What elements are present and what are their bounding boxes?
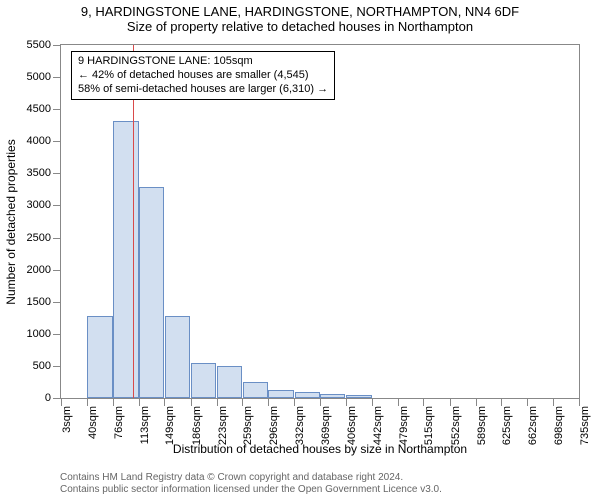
title-block: 9, HARDINGSTONE LANE, HARDINGSTONE, NORT… [0,0,600,34]
x-tick-label: 369sqm [320,406,332,445]
y-tick-label: 3000 [27,199,51,211]
x-tick-label: 552sqm [450,406,462,445]
x-tick-label: 515sqm [423,406,435,445]
y-tick [53,302,60,303]
x-tick-label: 589sqm [476,406,488,445]
y-tick [53,334,60,335]
x-tick [320,399,321,406]
x-tick [294,399,295,406]
annotation-box: 9 HARDINGSTONE LANE: 105sqm ← 42% of det… [71,51,335,100]
y-tick-label: 1000 [27,328,51,340]
x-tick-label: 662sqm [527,406,539,445]
y-tick [53,270,60,271]
x-tick-label: 76sqm [113,406,125,439]
x-tick-label: 223sqm [217,406,229,445]
y-tick-label: 2000 [27,264,51,276]
x-tick-label: 625sqm [501,406,513,445]
y-tick [53,238,60,239]
x-tick-label: 3sqm [61,406,73,433]
histogram-bar [320,394,345,398]
x-tick [191,399,192,406]
x-tick-label: 40sqm [87,406,99,439]
y-tick [53,77,60,78]
x-tick [501,399,502,406]
histogram-bar [346,395,371,398]
y-tick-label: 0 [45,392,51,404]
x-tick-label: 149sqm [164,406,176,445]
footer-text: Contains HM Land Registry data © Crown c… [60,472,442,496]
y-tick [53,205,60,206]
x-tick-label: 113sqm [139,406,151,444]
annotation-line-2: ← 42% of detached houses are smaller (4,… [78,69,328,83]
x-tick-label: 296sqm [268,406,280,445]
x-tick [242,399,243,406]
x-tick [217,399,218,406]
y-tick-label: 500 [33,360,51,372]
y-tick-label: 5000 [27,71,51,83]
x-tick [579,399,580,406]
y-tick [53,398,60,399]
x-tick [553,399,554,406]
y-tick-label: 3500 [27,167,51,179]
x-tick-label: 479sqm [398,406,410,445]
x-tick [476,399,477,406]
x-tick [346,399,347,406]
x-tick-label: 186sqm [191,406,203,445]
histogram-bar [268,390,293,398]
x-tick [527,399,528,406]
x-tick [164,399,165,406]
footer-line-1: Contains HM Land Registry data © Crown c… [60,472,442,484]
y-axis-label: Number of detached properties [4,139,18,304]
x-tick [423,399,424,406]
x-tick [139,399,140,406]
y-tick [53,45,60,46]
x-tick-label: 735sqm [579,406,591,445]
y-tick-label: 4000 [27,135,51,147]
x-tick [398,399,399,406]
main-title: 9, HARDINGSTONE LANE, HARDINGSTONE, NORT… [0,4,600,19]
x-tick-label: 332sqm [294,406,306,445]
x-tick-label: 406sqm [346,406,358,445]
x-tick [450,399,451,406]
x-tick [372,399,373,406]
histogram-bar [87,316,112,398]
y-tick-label: 5500 [27,39,51,51]
x-tick-label: 259sqm [242,406,254,445]
x-tick [61,399,62,406]
y-tick [53,366,60,367]
histogram-bar [165,316,190,398]
histogram-bar [191,363,216,398]
y-tick [53,109,60,110]
x-tick [113,399,114,406]
x-tick-label: 698sqm [553,406,565,445]
annotation-line-1: 9 HARDINGSTONE LANE: 105sqm [78,55,328,69]
x-tick [268,399,269,406]
y-tick [53,141,60,142]
histogram-bar [113,121,138,398]
histogram-bar [139,187,164,398]
x-tick [87,399,88,406]
histogram-bar [295,392,320,398]
y-tick-label: 2500 [27,232,51,244]
y-tick-label: 4500 [27,103,51,115]
y-tick [53,173,60,174]
subtitle: Size of property relative to detached ho… [0,19,600,34]
footer-line-2: Contains public sector information licen… [60,484,442,496]
histogram-bar [217,366,242,398]
annotation-line-3: 58% of semi-detached houses are larger (… [78,83,328,97]
histogram-bar [243,382,268,398]
chart-area: Number of detached properties Distributi… [60,44,580,399]
x-tick-label: 442sqm [372,406,384,445]
y-tick-label: 1500 [27,296,51,308]
